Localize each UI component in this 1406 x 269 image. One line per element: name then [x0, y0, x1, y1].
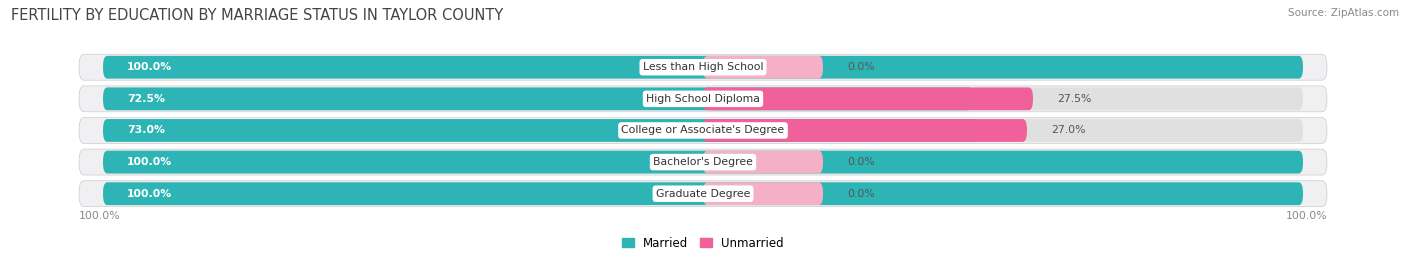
Text: 73.0%: 73.0%: [127, 125, 165, 136]
FancyBboxPatch shape: [103, 119, 979, 142]
FancyBboxPatch shape: [703, 119, 1026, 142]
Text: 100.0%: 100.0%: [127, 189, 173, 199]
Text: FERTILITY BY EDUCATION BY MARRIAGE STATUS IN TAYLOR COUNTY: FERTILITY BY EDUCATION BY MARRIAGE STATU…: [11, 8, 503, 23]
Legend: Married, Unmarried: Married, Unmarried: [617, 232, 789, 254]
FancyBboxPatch shape: [79, 54, 1327, 80]
Text: College or Associate's Degree: College or Associate's Degree: [621, 125, 785, 136]
FancyBboxPatch shape: [103, 87, 1303, 110]
Text: 0.0%: 0.0%: [846, 157, 875, 167]
FancyBboxPatch shape: [103, 151, 1303, 174]
FancyBboxPatch shape: [703, 151, 823, 174]
FancyBboxPatch shape: [79, 181, 1327, 207]
Text: 100.0%: 100.0%: [79, 211, 121, 221]
Text: 27.5%: 27.5%: [1057, 94, 1091, 104]
FancyBboxPatch shape: [103, 182, 1303, 205]
FancyBboxPatch shape: [103, 87, 973, 110]
Text: 100.0%: 100.0%: [127, 157, 173, 167]
Text: 100.0%: 100.0%: [127, 62, 173, 72]
Text: 0.0%: 0.0%: [846, 189, 875, 199]
Text: Less than High School: Less than High School: [643, 62, 763, 72]
FancyBboxPatch shape: [103, 119, 1303, 142]
Text: High School Diploma: High School Diploma: [647, 94, 759, 104]
Text: 27.0%: 27.0%: [1052, 125, 1085, 136]
FancyBboxPatch shape: [703, 87, 1033, 110]
FancyBboxPatch shape: [103, 56, 1303, 79]
FancyBboxPatch shape: [79, 118, 1327, 143]
Text: 100.0%: 100.0%: [1285, 211, 1327, 221]
Text: 0.0%: 0.0%: [846, 62, 875, 72]
Text: Bachelor's Degree: Bachelor's Degree: [652, 157, 754, 167]
FancyBboxPatch shape: [103, 56, 1303, 79]
FancyBboxPatch shape: [79, 149, 1327, 175]
FancyBboxPatch shape: [703, 182, 823, 205]
Text: Source: ZipAtlas.com: Source: ZipAtlas.com: [1288, 8, 1399, 18]
FancyBboxPatch shape: [103, 151, 1303, 174]
Text: Graduate Degree: Graduate Degree: [655, 189, 751, 199]
Text: 72.5%: 72.5%: [127, 94, 165, 104]
FancyBboxPatch shape: [103, 182, 1303, 205]
FancyBboxPatch shape: [703, 56, 823, 79]
FancyBboxPatch shape: [79, 86, 1327, 112]
